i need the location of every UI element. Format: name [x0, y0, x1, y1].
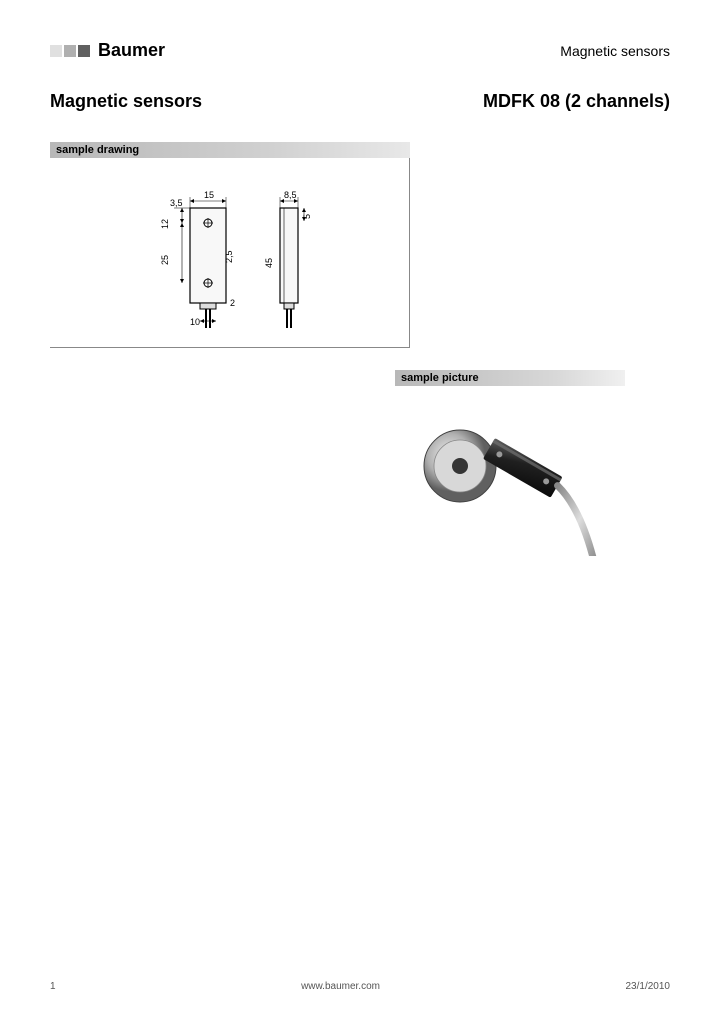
drawing-box: 15 3,5 12 25 2,5 2: [50, 158, 410, 348]
logo-square-1: [50, 45, 62, 57]
technical-drawing: 15 3,5 12 25 2,5 2: [120, 173, 340, 343]
dim-cable-w: 10: [190, 317, 200, 327]
footer-url: www.baumer.com: [301, 981, 380, 992]
dim-h1: 12: [160, 219, 170, 229]
picture-section: sample picture: [395, 370, 625, 566]
logo-square-3: [78, 45, 90, 57]
dim-hgap: 2,5: [224, 250, 234, 263]
dim-side-h: 45: [264, 258, 274, 268]
picture-box: [395, 386, 625, 566]
drawing-header: sample drawing: [50, 142, 410, 158]
brand-logo: Baumer: [50, 40, 165, 61]
header: Baumer Magnetic sensors: [50, 40, 670, 61]
brand-name: Baumer: [98, 40, 165, 61]
logo-square-2: [64, 45, 76, 57]
footer-page: 1: [50, 981, 56, 992]
title-row: Magnetic sensors MDFK 08 (2 channels): [50, 91, 670, 112]
dim-w-top: 15: [204, 190, 214, 200]
dim-w-off: 3,5: [170, 198, 183, 208]
product-picture: [400, 396, 620, 556]
picture-header: sample picture: [395, 370, 625, 386]
footer-date: 23/1/2010: [625, 981, 670, 992]
page-title-left: Magnetic sensors: [50, 91, 202, 112]
drawing-section: sample drawing: [50, 142, 410, 348]
dim-side-w: 8,5: [284, 190, 297, 200]
dim-side-h-top: 5: [302, 214, 312, 219]
footer: 1 www.baumer.com 23/1/2010: [50, 981, 670, 992]
dim-hbot: 2: [230, 298, 235, 308]
header-category: Magnetic sensors: [560, 43, 670, 59]
page-title-right: MDFK 08 (2 channels): [483, 91, 670, 112]
dim-h2: 25: [160, 255, 170, 265]
